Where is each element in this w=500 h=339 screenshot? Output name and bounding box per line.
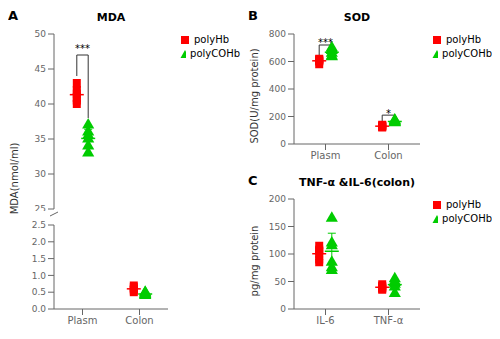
svg-text:TNF-α: TNF-α [373,315,404,326]
svg-text:***: *** [318,37,333,48]
svg-text:25: 25 [35,204,46,211]
svg-text:SOD(U/mg protein): SOD(U/mg protein) [249,48,260,143]
svg-text:50: 50 [275,277,287,287]
html-text:SOD: SOD [343,11,371,24]
svg-text:Colon: Colon [125,315,153,326]
svg-text:0.0: 0.0 [32,304,47,314]
html-text:polyCOHb: polyCOHb [442,48,492,59]
svg-text:150: 150 [269,222,286,232]
svg-text:2.0: 2.0 [32,237,47,247]
html-text:A: A [8,8,19,23]
html-text:polyCOHb: polyCOHb [442,213,492,224]
html-text:MDA: MDA [96,11,126,24]
svg-text:0: 0 [280,139,286,149]
html-text:polyHb: polyHb [446,34,481,45]
svg-text:30: 30 [35,169,47,179]
svg-text:400: 400 [269,84,286,94]
svg-text:1.5: 1.5 [32,254,46,264]
svg-text:2.5: 2.5 [32,220,46,230]
svg-text:***: *** [75,43,90,54]
html-text:B: B [248,8,258,23]
svg-text:Colon: Colon [374,150,402,161]
svg-text:100: 100 [269,249,286,259]
svg-text:pg/mg protein: pg/mg protein [249,226,260,297]
svg-text:800: 800 [269,29,286,39]
html-text:C: C [248,173,258,188]
svg-text:35: 35 [35,134,46,144]
svg-text:200: 200 [269,112,286,122]
svg-text:50: 50 [35,29,47,39]
svg-text:600: 600 [269,57,286,67]
svg-text:200: 200 [269,194,286,204]
svg-text:0: 0 [280,304,286,314]
svg-text:0.5: 0.5 [32,287,46,297]
html-text:TNF-α &IL-6(colon): TNF-α &IL-6(colon) [299,176,415,189]
html-text:polyCOHb: polyCOHb [190,48,240,59]
svg-text:IL-6: IL-6 [316,315,334,326]
svg-text:*: * [386,108,391,119]
svg-text:MDA(nmol/ml): MDA(nmol/ml) [9,143,20,215]
svg-text:Plasm: Plasm [68,315,98,326]
html-text:polyHb: polyHb [446,199,481,210]
svg-text:1.0: 1.0 [32,271,47,281]
html-text:polyHb: polyHb [194,34,229,45]
svg-text:45: 45 [35,64,46,74]
svg-text:Plasm: Plasm [311,150,341,161]
svg-text:40: 40 [35,99,47,109]
